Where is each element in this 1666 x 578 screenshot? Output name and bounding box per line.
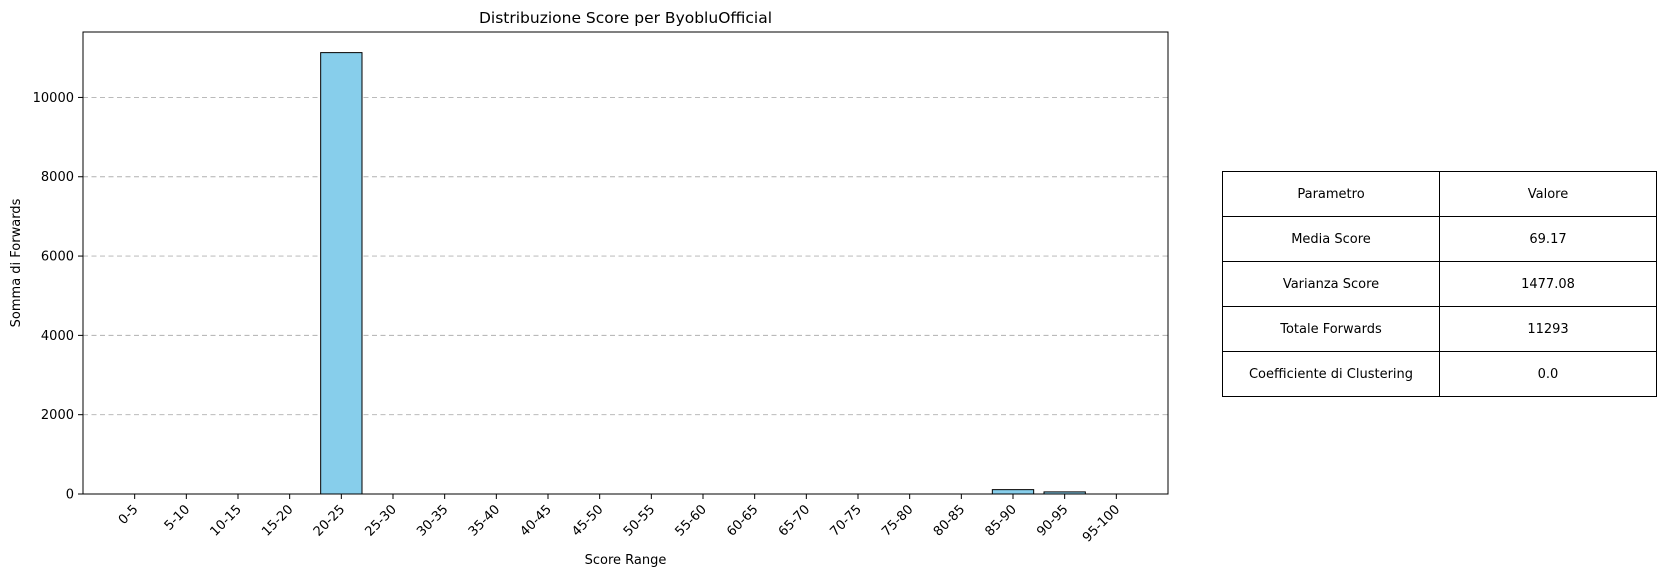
x-tick-label: 45-50 — [569, 502, 606, 539]
x-tick-label: 75-80 — [879, 502, 916, 539]
bar — [320, 52, 363, 495]
x-tick-label: 70-75 — [828, 502, 865, 539]
table-header-row: Parametro Valore — [1222, 171, 1657, 217]
table-row: Coefficiente di Clustering 0.0 — [1222, 351, 1657, 397]
plot-frame — [82, 31, 1169, 495]
table-row: Media Score 69.17 — [1222, 216, 1657, 262]
x-tick-label: 50-55 — [621, 502, 658, 539]
grid-lines — [83, 96, 1168, 416]
table-cell-parameter: Coefficiente di Clustering — [1222, 351, 1440, 397]
table-cell-value: 0.0 — [1439, 351, 1657, 397]
table-header-cell: Parametro — [1222, 171, 1440, 217]
stats-table: Parametro Valore Media Score 69.17 Varia… — [1222, 171, 1657, 397]
chart-title: Distribuzione Score per ByobluOfficial — [479, 9, 772, 27]
bars — [320, 52, 1086, 495]
table-cell-value: 69.17 — [1439, 216, 1657, 262]
x-tick-label: 0-5 — [116, 502, 142, 528]
table-cell-value: 1477.08 — [1439, 261, 1657, 307]
table-cell-value: 11293 — [1439, 306, 1657, 352]
bar — [991, 489, 1035, 495]
x-tick-label: 5-10 — [162, 502, 193, 533]
x-tick-label: 95-100 — [1080, 502, 1123, 545]
x-tick-label: 30-35 — [414, 502, 451, 539]
y-tick-label: 0 — [66, 488, 74, 503]
x-tick-label: 60-65 — [724, 502, 761, 539]
table-cell-parameter: Varianza Score — [1222, 261, 1440, 307]
y-tick-label: 4000 — [41, 329, 74, 344]
x-tick-label: 55-60 — [673, 502, 710, 539]
x-axis: 0-5 5-10 10-15 15-20 20-25 25-30 30-35 35-40 40-… — [116, 494, 1123, 545]
x-tick-label: 35-40 — [466, 502, 503, 539]
x-tick-label: 80-85 — [931, 502, 968, 539]
y-axis: 0 2000 4000 6000 8000 10000 — [33, 91, 83, 503]
x-tick-label: 10-15 — [208, 502, 245, 539]
x-tick-label: 20-25 — [311, 502, 348, 539]
table-header-cell: Valore — [1439, 171, 1657, 217]
y-tick-label: 6000 — [41, 250, 74, 265]
x-tick-label: 40-45 — [518, 502, 555, 539]
y-tick-label: 8000 — [41, 170, 74, 185]
x-tick-label: 65-70 — [776, 502, 813, 539]
table-row: Totale Forwards 11293 — [1222, 306, 1657, 352]
y-tick-label: 2000 — [41, 408, 74, 423]
table-cell-parameter: Media Score — [1222, 216, 1440, 262]
x-tick-label: 90-95 — [1034, 502, 1071, 539]
x-tick-label: 25-30 — [363, 502, 400, 539]
y-tick-label: 10000 — [33, 91, 74, 106]
x-axis-label: Score Range — [585, 553, 667, 568]
x-tick-label: 85-90 — [983, 502, 1020, 539]
x-tick-label: 15-20 — [259, 502, 296, 539]
table-row: Varianza Score 1477.08 — [1222, 261, 1657, 307]
table-cell-parameter: Totale Forwards — [1222, 306, 1440, 352]
y-axis-label: Somma di Forwards — [9, 198, 24, 327]
